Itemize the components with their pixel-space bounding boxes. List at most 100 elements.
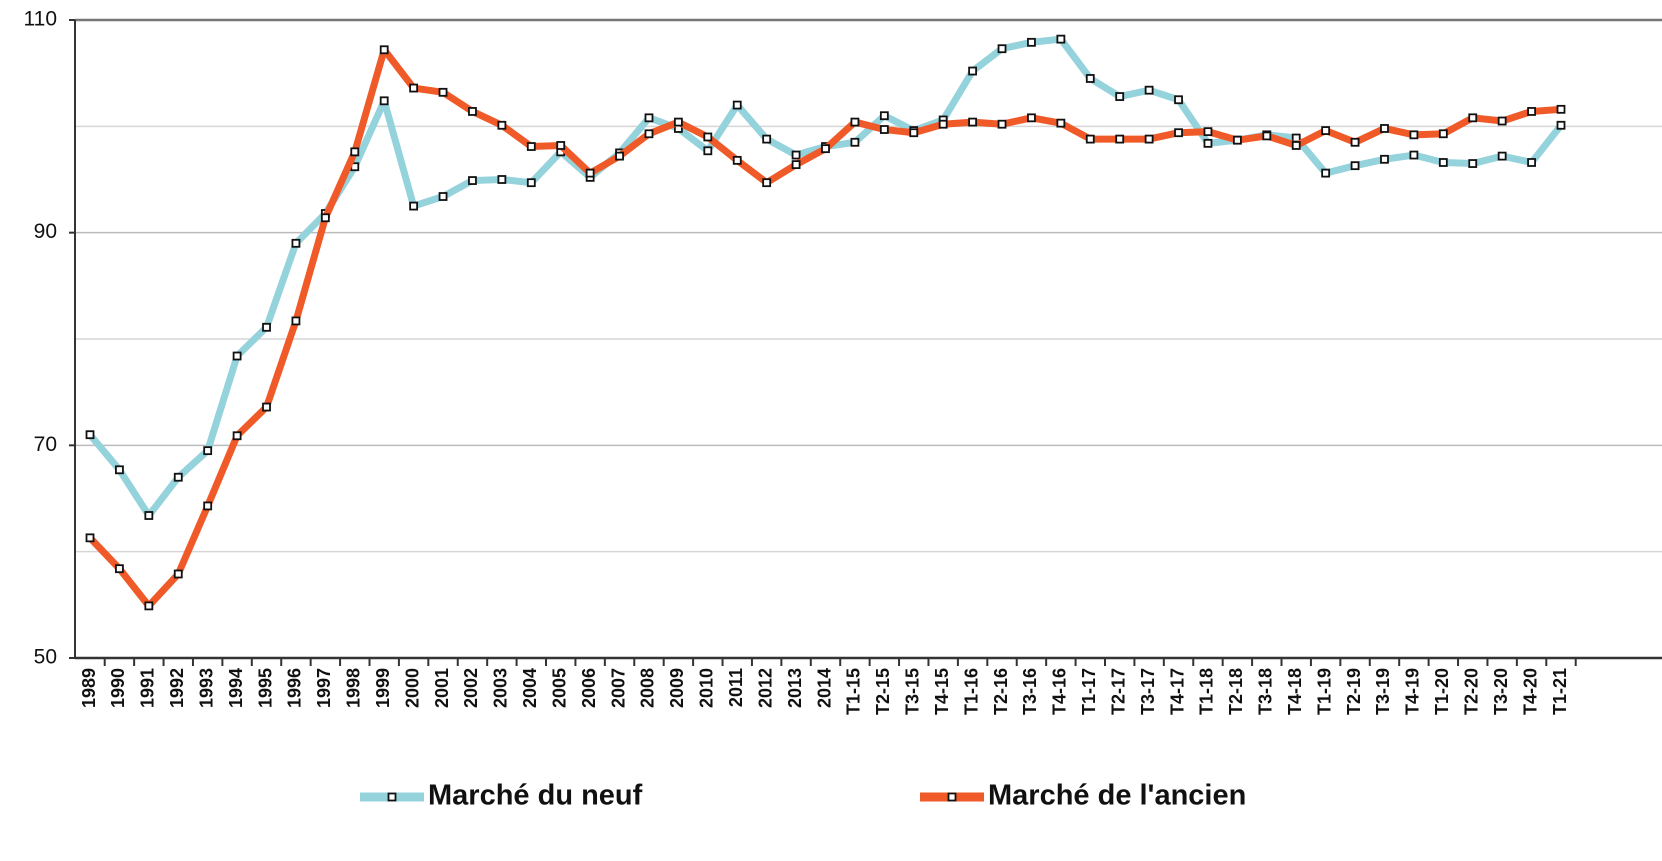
marker	[1056, 118, 1066, 128]
marker	[1144, 85, 1154, 95]
marker	[1409, 150, 1419, 160]
marker	[879, 111, 889, 121]
marker	[320, 213, 330, 223]
x-tick-label: 1994	[226, 668, 246, 708]
marker	[1056, 34, 1066, 44]
x-tick-label: 2007	[608, 668, 628, 708]
marker	[526, 178, 536, 188]
marker	[409, 83, 419, 93]
marker	[674, 117, 683, 127]
x-tick-label: 2002	[461, 668, 481, 708]
x-tick-label: 2006	[579, 668, 599, 708]
x-tick-label: T2-15	[873, 668, 893, 715]
marker	[115, 564, 124, 574]
marker	[1115, 134, 1125, 144]
marker	[232, 351, 242, 361]
marker	[1468, 113, 1478, 123]
marker	[732, 100, 742, 110]
x-tick-label: 2013	[785, 668, 805, 708]
x-tick-label: 2010	[697, 668, 717, 708]
marker	[1497, 151, 1507, 161]
marker	[262, 402, 271, 412]
x-tick-label: 2004	[520, 668, 540, 708]
marker	[85, 533, 95, 543]
marker	[291, 316, 301, 326]
marker	[997, 44, 1007, 54]
legend-label: Marché du neuf	[428, 780, 643, 812]
x-tick-label: T1-15	[844, 668, 864, 715]
marker	[497, 175, 507, 184]
marker	[968, 117, 977, 127]
x-tick-label: 1995	[255, 668, 275, 708]
x-tick-label: T4-20	[1520, 668, 1540, 715]
marker	[938, 119, 948, 129]
marker	[203, 501, 213, 511]
x-tick-label: T3-18	[1256, 668, 1276, 715]
x-tick-label: 2014	[814, 668, 834, 708]
marker	[1085, 74, 1095, 83]
y-tick-label: 50	[34, 646, 57, 669]
y-tick-label: 90	[34, 220, 57, 243]
marker	[879, 125, 889, 134]
x-tick-label: T4-15	[932, 668, 952, 715]
x-tick-label: T4-19	[1403, 668, 1423, 715]
marker	[732, 155, 742, 165]
marker	[438, 192, 448, 201]
x-tick-label: 1996	[285, 668, 305, 708]
legend-marker	[387, 792, 397, 802]
x-tick-label: T4-17	[1167, 668, 1187, 715]
marker	[1527, 158, 1536, 167]
x-tick-label: 1998	[344, 668, 364, 708]
x-tick-label: T3-16	[1020, 668, 1040, 715]
marker	[791, 160, 801, 170]
x-tick-label: 1993	[196, 668, 216, 708]
x-tick-label: T1-21	[1550, 668, 1570, 715]
marker	[144, 601, 154, 611]
marker	[821, 144, 830, 154]
marker	[1438, 158, 1448, 167]
x-tick-label: T1-20	[1432, 668, 1452, 715]
marker	[203, 446, 213, 456]
marker	[1350, 137, 1360, 147]
marker	[644, 113, 654, 123]
marker	[1321, 126, 1331, 135]
marker	[968, 66, 977, 76]
marker	[409, 201, 419, 211]
marker	[497, 120, 507, 130]
marker	[703, 132, 713, 142]
marker	[850, 117, 860, 127]
marker	[1174, 128, 1183, 138]
marker	[1497, 116, 1507, 126]
x-tick-label: 2009	[667, 668, 687, 708]
x-tick-label: T2-19	[1344, 668, 1364, 715]
marker	[115, 465, 124, 475]
marker	[850, 137, 860, 147]
marker	[1527, 107, 1536, 116]
marker	[1232, 135, 1242, 145]
marker	[909, 128, 919, 138]
marker	[144, 511, 154, 520]
x-tick-label: T2-17	[1108, 668, 1128, 715]
x-tick-label: T4-16	[1050, 668, 1070, 715]
marker	[468, 107, 477, 116]
marker	[291, 238, 301, 248]
x-tick-label: T3-19	[1373, 668, 1393, 715]
legend-marker	[947, 792, 957, 802]
x-tick-label: 1991	[138, 668, 158, 708]
x-tick-label: T3-20	[1491, 668, 1511, 715]
marker	[1203, 127, 1213, 137]
marker	[1203, 138, 1213, 148]
marker	[1027, 37, 1036, 47]
x-tick-label: T4-18	[1285, 668, 1305, 715]
x-tick-label: 2012	[755, 668, 775, 708]
marker	[173, 472, 183, 482]
marker	[762, 178, 772, 188]
marker	[1027, 113, 1036, 123]
marker	[644, 129, 654, 139]
x-tick-label: 1999	[373, 668, 393, 708]
x-tick-label: T1-16	[961, 668, 981, 715]
marker	[468, 176, 477, 185]
x-tick-label: 2001	[432, 668, 452, 708]
x-tick-label: T1-18	[1197, 668, 1217, 715]
marker	[379, 96, 389, 106]
